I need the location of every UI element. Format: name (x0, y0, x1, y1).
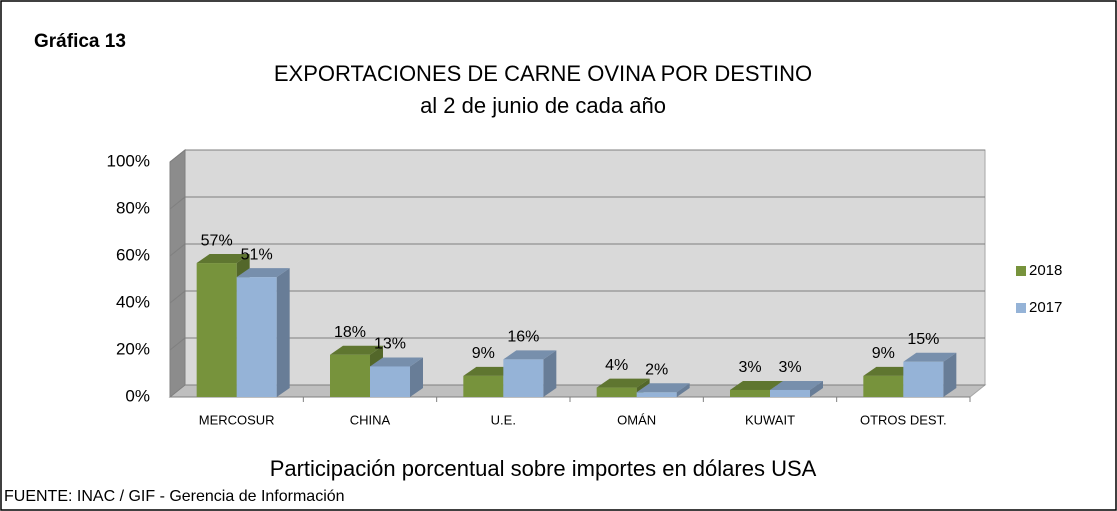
bar (770, 389, 810, 397)
bar (196, 263, 237, 397)
grid-line (169, 243, 985, 257)
bar (863, 375, 904, 397)
value-label: 51% (241, 246, 273, 263)
value-label: 18% (334, 324, 366, 341)
bar-top (370, 357, 423, 367)
bar (463, 375, 504, 397)
bar (370, 366, 410, 397)
value-label: 3% (738, 359, 761, 376)
value-label: 2% (645, 362, 668, 379)
value-label: 16% (507, 329, 539, 346)
bar-side (676, 383, 690, 397)
value-label: 3% (778, 359, 801, 376)
bar-top (636, 383, 690, 393)
bar (330, 354, 370, 397)
grid-line (169, 149, 985, 163)
legend-label: 2017 (1029, 299, 1062, 316)
bar (636, 392, 677, 397)
value-label: 9% (872, 345, 895, 362)
y-tick-label: 40% (116, 292, 150, 311)
x-tick-label: MERCOSUR (199, 412, 275, 427)
side-wall (169, 148, 186, 399)
bar-top (330, 345, 383, 355)
legend-swatch (1016, 303, 1026, 313)
y-tick-label: 80% (116, 198, 150, 217)
bar (503, 359, 544, 397)
value-label: 57% (201, 232, 233, 249)
grid-line (169, 196, 985, 210)
value-label: 9% (472, 345, 495, 362)
chart-title: EXPORTACIONES DE CARNE OVINA POR DESTINO (274, 61, 812, 86)
legend-label: 2018 (1029, 262, 1062, 279)
y-tick-label: 60% (116, 245, 150, 264)
bar-top (863, 366, 917, 376)
x-tick-label: OTROS DEST. (860, 412, 947, 427)
x-axis-label: Participación porcentual sobre importes … (270, 456, 817, 481)
y-tick-label: 20% (116, 339, 150, 358)
chart-subtitle: al 2 de junio de cada año (420, 93, 666, 118)
grid-line (169, 290, 985, 304)
value-label: 15% (907, 331, 939, 348)
x-tick-label: CHINA (350, 412, 391, 427)
heading: Gráfica 13 (34, 31, 126, 52)
value-label: 13% (374, 336, 406, 353)
bar-top (730, 380, 783, 390)
bar-top (236, 268, 290, 278)
grid-line (169, 337, 985, 351)
bar-top (770, 380, 823, 390)
bar-top (903, 352, 957, 362)
y-tick-label: 100% (107, 151, 150, 170)
bar (236, 277, 277, 397)
bar-side (810, 380, 823, 397)
x-tick-label: U.E. (491, 412, 516, 427)
bar (903, 361, 944, 397)
value-label: 4% (605, 357, 628, 374)
bar-top (463, 366, 517, 376)
x-tick-label: OMÁN (617, 412, 656, 427)
bar-side (543, 350, 557, 397)
bar-side (943, 352, 957, 397)
source: FUENTE: INAC / GIF - Gerencia de Informa… (4, 488, 345, 505)
bar-side (410, 357, 423, 397)
legend-swatch (1016, 266, 1026, 276)
bar-top (196, 254, 250, 264)
bar-top (596, 378, 650, 388)
y-tick-label: 0% (125, 386, 150, 405)
bar-side (276, 268, 290, 397)
bar (596, 387, 637, 397)
grid-line (169, 384, 985, 398)
x-tick-label: KUWAIT (745, 412, 795, 427)
bar-top (503, 350, 557, 360)
floor (168, 384, 987, 398)
back-wall (184, 149, 986, 386)
bar (730, 389, 770, 397)
